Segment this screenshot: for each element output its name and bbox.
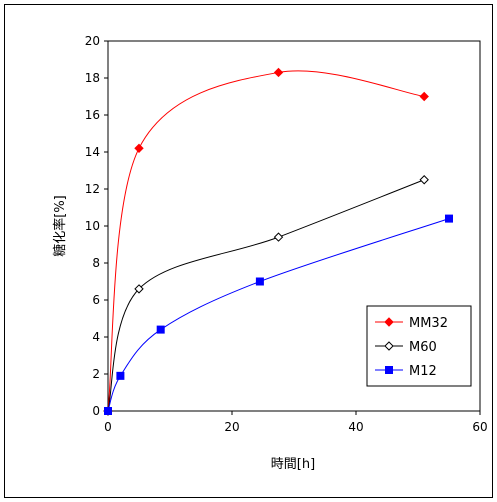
legend-item-m60: M60 <box>375 340 437 355</box>
y-tick-label: 20 <box>85 34 100 48</box>
data-point-m12 <box>255 277 264 286</box>
y-tick-label: 16 <box>85 108 100 122</box>
x-tick-label: 40 <box>348 420 363 434</box>
series-mm32 <box>103 67 429 416</box>
y-tick-label: 12 <box>85 182 100 196</box>
series-line-m60 <box>107 179 425 412</box>
y-tick-label: 2 <box>92 367 100 381</box>
data-point-m12 <box>116 371 125 380</box>
y-tick-label: 6 <box>92 293 100 307</box>
data-point-m12 <box>104 407 112 415</box>
data-point-m12 <box>445 214 453 223</box>
legend: MM32 M60 M12 <box>366 305 472 387</box>
data-point-mm32 <box>134 143 144 154</box>
series-m60 <box>103 175 429 416</box>
x-tick-label: 20 <box>224 420 239 434</box>
series-line-mm32 <box>107 70 425 412</box>
legend-label: M60 <box>409 340 437 355</box>
x-tick-label: 0 <box>104 420 112 434</box>
legend-marker <box>385 366 393 374</box>
y-tick-label: 4 <box>92 330 100 344</box>
legend-item-mm32: MM32 <box>375 316 448 331</box>
legend-marker <box>384 317 394 327</box>
data-point-mm32 <box>419 91 429 102</box>
data-point-m12 <box>156 325 165 334</box>
x-axis-title: 時間[h] <box>271 457 315 472</box>
data-point-m60 <box>419 175 429 185</box>
y-tick-label: 18 <box>85 71 100 85</box>
legend-marker <box>384 341 394 351</box>
data-point-m60 <box>273 232 284 242</box>
series-layer <box>103 67 453 416</box>
y-tick-label: 8 <box>92 256 100 270</box>
legend-label: M12 <box>409 364 437 379</box>
y-tick-label: 14 <box>85 145 100 159</box>
legend-label: MM32 <box>409 316 448 331</box>
legend-item-m12: M12 <box>375 364 437 379</box>
y-tick-label: 0 <box>92 404 100 418</box>
y-tick-label: 10 <box>85 219 100 233</box>
x-tick-label: 60 <box>472 420 487 434</box>
data-point-mm32 <box>273 67 284 78</box>
axes: 0 2 4 6 8 10 12 14 16 18 20 0 20 40 60 <box>85 34 488 434</box>
y-axis-title: 糖化率[%] <box>52 195 68 257</box>
series-m12 <box>104 214 453 415</box>
data-point-m60 <box>134 284 144 294</box>
